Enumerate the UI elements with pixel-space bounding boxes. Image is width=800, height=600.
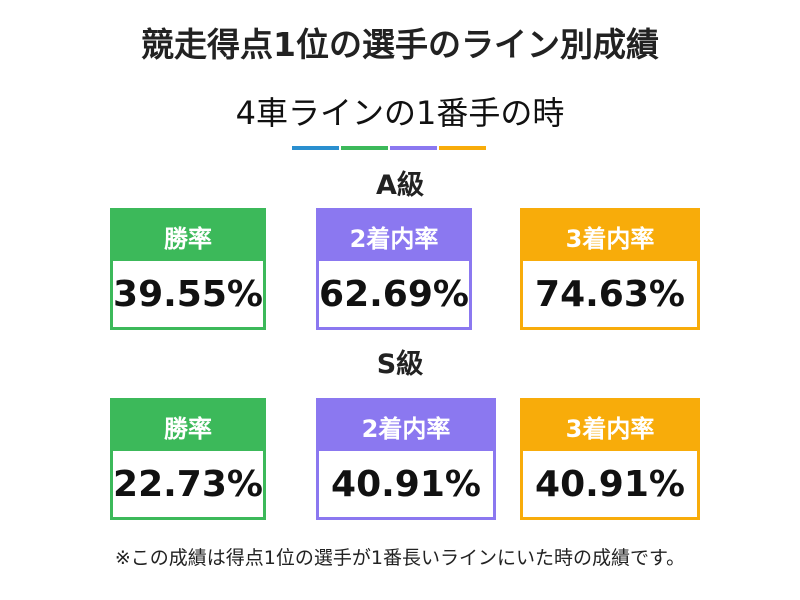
card-value: 62.69%	[319, 261, 469, 327]
grade-a-heading: A級	[376, 170, 424, 201]
card-value: 22.73%	[113, 451, 263, 517]
a-win-rate-card: 勝率 39.55%	[110, 208, 266, 330]
a-top2-rate-card: 2着内率 62.69%	[316, 208, 472, 330]
footnote: ※この成績は得点1位の選手が1番長いラインにいた時の成績です。	[114, 547, 686, 569]
divider-purple	[390, 146, 437, 150]
card-label: 2着内率	[319, 211, 469, 261]
card-label: 2着内率	[319, 401, 493, 451]
card-value: 39.55%	[113, 261, 263, 327]
divider-blue	[292, 146, 339, 150]
s-top3-rate-card: 3着内率 40.91%	[520, 398, 700, 520]
card-value: 74.63%	[523, 261, 697, 327]
card-value: 40.91%	[523, 451, 697, 517]
card-label: 3着内率	[523, 401, 697, 451]
card-label: 勝率	[113, 401, 263, 451]
grade-s-heading: S級	[376, 349, 424, 380]
page-subtitle: 4車ラインの1番手の時	[235, 94, 565, 132]
divider-orange	[439, 146, 486, 150]
s-win-rate-card: 勝率 22.73%	[110, 398, 266, 520]
page-title: 競走得点1位の選手のライン別成績	[141, 25, 659, 64]
card-label: 3着内率	[523, 211, 697, 261]
color-divider	[292, 146, 486, 150]
a-top3-rate-card: 3着内率 74.63%	[520, 208, 700, 330]
card-label: 勝率	[113, 211, 263, 261]
card-value: 40.91%	[319, 451, 493, 517]
divider-green	[341, 146, 388, 150]
s-top2-rate-card: 2着内率 40.91%	[316, 398, 496, 520]
